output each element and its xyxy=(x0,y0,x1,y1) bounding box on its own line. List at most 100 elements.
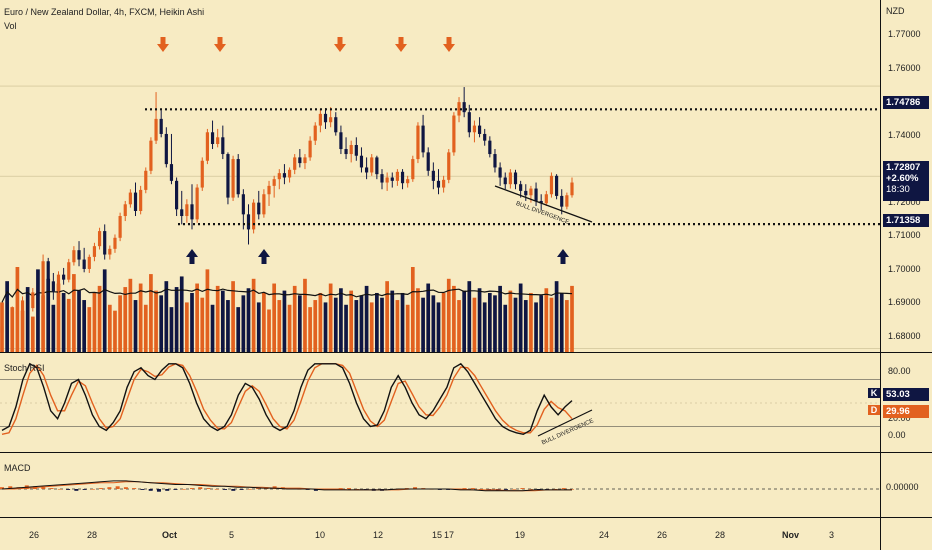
volume-bar xyxy=(143,304,148,352)
macd-histogram-bar xyxy=(462,488,467,489)
candle-body xyxy=(549,175,554,195)
macd-histogram-bar xyxy=(49,488,54,489)
candle-body xyxy=(252,202,256,230)
k-value-tag: 53.03 xyxy=(883,388,929,401)
volume-bar xyxy=(487,292,492,352)
price-tick-label: 1.70000 xyxy=(888,263,921,274)
time-tick-label: 17 xyxy=(444,530,455,540)
candle-body xyxy=(175,180,179,210)
candle-body xyxy=(508,172,512,185)
stoch-rsi-title[interactable]: Stoch RSI xyxy=(4,363,45,373)
macd-histogram-bar xyxy=(512,489,517,490)
candle-body xyxy=(262,194,266,215)
arrow-up-icon xyxy=(258,249,270,257)
volume-bar xyxy=(344,304,348,352)
arrow-down-icon xyxy=(446,37,452,44)
macd-histogram-bar xyxy=(148,489,153,491)
candle-body xyxy=(0,326,4,333)
macd-histogram-bar xyxy=(82,489,87,490)
volume-bar xyxy=(410,267,415,352)
volume-bar xyxy=(113,310,117,352)
k-legend-badge: K xyxy=(868,388,880,398)
volume-bar xyxy=(241,295,246,352)
macd-histogram-bar xyxy=(181,489,186,490)
volume-bar xyxy=(20,310,25,352)
volume-bar xyxy=(149,274,153,352)
volume-bar xyxy=(534,302,538,352)
price-tick-label: 1.69000 xyxy=(888,297,921,308)
macd-title[interactable]: MACD xyxy=(4,463,31,473)
volume-bar xyxy=(179,276,184,352)
candle-body xyxy=(103,231,107,255)
candle-body xyxy=(555,175,559,196)
candle-body xyxy=(190,204,194,220)
candle-body xyxy=(20,300,25,312)
candle-body xyxy=(503,177,507,185)
candle-body xyxy=(108,248,112,255)
volume-bar xyxy=(215,285,220,352)
macd-histogram-bar xyxy=(140,489,145,490)
macd-histogram-bar xyxy=(99,488,104,489)
volume-bar xyxy=(559,292,564,352)
time-tick-label: 28 xyxy=(87,530,98,540)
volume-bar xyxy=(118,295,122,352)
candle-body xyxy=(442,179,446,188)
volume-bar xyxy=(446,278,451,352)
volume-bar xyxy=(308,307,312,352)
arrow-down-icon xyxy=(217,37,223,44)
macd-pane xyxy=(0,480,880,492)
volume-bar xyxy=(159,295,164,352)
candle-body xyxy=(144,170,148,190)
candle-body xyxy=(421,125,425,153)
volume-bar xyxy=(529,292,533,352)
volume-bar xyxy=(395,300,400,352)
volume-bar xyxy=(400,292,405,352)
time-tick-label: 24 xyxy=(599,530,610,540)
volume-bar xyxy=(82,300,87,352)
macd-histogram-bar xyxy=(346,488,351,489)
macd-histogram-bar xyxy=(8,486,13,489)
arrow-down-icon xyxy=(395,44,407,52)
macd-histogram-bar xyxy=(206,488,211,489)
volume-bar xyxy=(303,278,307,352)
volume-bar xyxy=(236,307,241,352)
volume-bar xyxy=(66,298,71,352)
volume-bar xyxy=(539,295,544,352)
candle-body xyxy=(488,140,492,155)
volume-bar xyxy=(246,288,251,352)
macd-histogram-bar xyxy=(198,487,203,489)
candle-body xyxy=(200,160,204,188)
time-tick-label: Oct xyxy=(162,530,178,540)
symbol-title[interactable]: Euro / New Zealand Dollar, 4h, FXCM, Hei… xyxy=(4,7,205,17)
time-tick-label: 10 xyxy=(315,530,326,540)
candle-body xyxy=(123,204,127,217)
candle-body xyxy=(97,231,102,247)
macd-histogram-bar xyxy=(190,488,194,489)
macd-histogram-bar xyxy=(355,489,360,490)
candle-body xyxy=(329,117,333,123)
rsi-d-line xyxy=(1,363,573,435)
macd-histogram-bar xyxy=(247,489,252,490)
candle-body xyxy=(529,188,533,196)
volume-bar xyxy=(297,295,302,352)
volume-bar xyxy=(154,290,158,352)
bar-countdown: 18:30 xyxy=(886,184,910,195)
candle-body xyxy=(365,167,369,173)
volume-bar xyxy=(287,304,292,352)
candle-body xyxy=(180,209,184,217)
volume-bar xyxy=(570,285,574,352)
candle-body xyxy=(67,262,71,280)
candle-body xyxy=(339,132,343,150)
volume-bar xyxy=(46,278,51,352)
price-tick-label: 1.74000 xyxy=(888,129,921,140)
volume-bar xyxy=(493,295,497,352)
volume-bar xyxy=(339,288,343,352)
volume-bar xyxy=(72,274,76,352)
current-price: 1.72807 xyxy=(886,162,921,173)
candle-body xyxy=(472,125,477,133)
arrow-down-icon xyxy=(157,44,169,52)
candle-body xyxy=(344,149,348,155)
signal-arrows xyxy=(157,37,569,264)
